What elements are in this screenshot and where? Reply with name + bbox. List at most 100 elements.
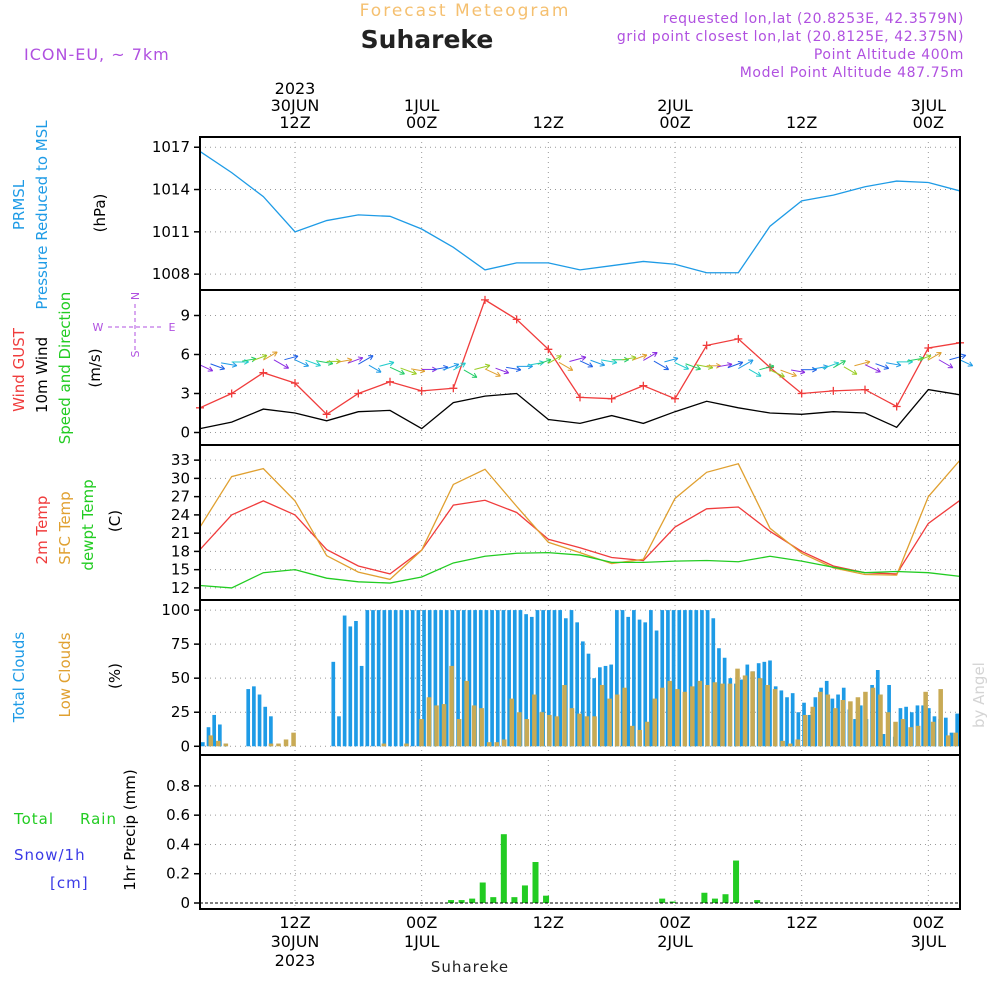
wind-arrow-shaft bbox=[442, 363, 459, 371]
low-cloud-bar bbox=[607, 698, 612, 747]
total-cloud-bar bbox=[694, 610, 699, 747]
total-cloud-bar bbox=[739, 679, 744, 747]
low-cloud-bar bbox=[283, 739, 289, 747]
total-cloud-bar bbox=[201, 742, 205, 747]
low-cloud-bar bbox=[660, 687, 665, 747]
rain-bar bbox=[479, 882, 486, 903]
gust-marker bbox=[734, 334, 743, 343]
wind-direction-arrow bbox=[643, 351, 658, 361]
low-cloud-bar bbox=[742, 675, 748, 747]
wind-arrow-head bbox=[967, 361, 974, 367]
low-cloud-bar bbox=[802, 714, 808, 747]
total-cloud-bar bbox=[569, 610, 574, 747]
wind-arrow-head bbox=[768, 364, 775, 370]
p5-label-rain: Rain bbox=[80, 810, 117, 828]
footer-location: Suhareke bbox=[431, 958, 509, 976]
bottom-axis-label: 12Z bbox=[279, 913, 310, 932]
wind-arrow-shaft bbox=[717, 363, 733, 368]
wind-arrow-head bbox=[925, 354, 932, 360]
wind-arrow-head bbox=[411, 369, 417, 376]
total-cloud-bar bbox=[717, 648, 721, 747]
low-cloud-bar bbox=[539, 712, 545, 747]
total-cloud-bar bbox=[263, 706, 268, 747]
low-cloud-bar bbox=[818, 691, 823, 747]
y-tick-label: 1014 bbox=[152, 181, 190, 199]
low-cloud-bar bbox=[953, 732, 958, 747]
wind-arrow-shaft bbox=[696, 364, 713, 369]
total-cloud-bar bbox=[581, 641, 585, 747]
wind-arrow-shaft bbox=[949, 354, 966, 361]
wind-arrow-head bbox=[503, 368, 510, 375]
total-cloud-bar bbox=[552, 610, 557, 747]
wind-arrow-head bbox=[895, 361, 902, 368]
wind-direction-arrow bbox=[400, 367, 417, 376]
top-axis-label: 12Z bbox=[533, 113, 564, 132]
wind-direction-arrow bbox=[685, 363, 701, 371]
total-cloud-bar bbox=[779, 690, 784, 747]
wind-direction-arrow bbox=[949, 353, 967, 361]
wind-arrow-shaft bbox=[484, 368, 501, 377]
p2-label-gust: Wind GUST bbox=[10, 327, 28, 412]
total-cloud-bar bbox=[269, 716, 273, 747]
wind-arrow-shaft bbox=[843, 366, 858, 375]
wind-direction-arrow bbox=[379, 360, 395, 367]
y-tick-label: 0.8 bbox=[166, 777, 190, 795]
wind-arrow-shaft bbox=[210, 363, 225, 370]
gust-marker bbox=[829, 386, 838, 395]
low-cloud-bar bbox=[900, 719, 906, 747]
wind-arrow-shaft bbox=[590, 359, 605, 366]
wind-arrow-shaft bbox=[432, 366, 449, 371]
wind-arrow-head bbox=[484, 363, 491, 370]
rain-bar bbox=[733, 860, 740, 903]
total-cloud-bar bbox=[535, 610, 540, 747]
low-cloud-bar bbox=[690, 686, 695, 747]
bottom-axis-label: 1JUL bbox=[404, 932, 440, 951]
rain-bar bbox=[659, 898, 666, 903]
wind-direction-arrow bbox=[653, 360, 670, 371]
low-cloud-bar bbox=[652, 698, 658, 747]
wind-direction-arrow bbox=[305, 359, 321, 367]
panel-5: 0 0.2 0.4 0.6 0.8 bbox=[166, 754, 961, 912]
rain-bar bbox=[511, 897, 518, 903]
wind-arrow-shaft bbox=[558, 361, 573, 371]
wind-arrow-head bbox=[883, 364, 890, 370]
wind-direction-arrow bbox=[875, 363, 890, 370]
wind-direction-arrow bbox=[928, 351, 942, 361]
panel-2: 0 3 6 9 bbox=[180, 289, 974, 446]
info-line-2: grid point closest lon,lat (20.8125E, 42… bbox=[617, 29, 964, 45]
wind-arrow-shaft bbox=[199, 364, 213, 372]
wind-direction-arrow bbox=[484, 368, 501, 377]
wind-direction-arrow bbox=[864, 364, 881, 373]
wind-arrow-shaft bbox=[506, 366, 521, 371]
total-cloud-bar bbox=[478, 610, 483, 747]
p2-label-wind: 10m Wind bbox=[33, 337, 51, 413]
p2-label-speed: Speed and Direction bbox=[56, 292, 74, 445]
wind-arrow-head bbox=[875, 367, 881, 373]
total-cloud-bar bbox=[683, 610, 687, 747]
p2-unit: (m/s) bbox=[86, 348, 104, 387]
total-cloud-bar bbox=[626, 616, 631, 747]
wind-arrow-shaft bbox=[907, 357, 925, 362]
total-cloud-bar bbox=[671, 610, 676, 747]
low-cloud-bar bbox=[878, 694, 883, 747]
wind-arrow-shaft bbox=[938, 359, 953, 369]
low-cloud-bar bbox=[885, 712, 891, 747]
low-cloud-bar bbox=[449, 665, 454, 747]
wind-arrow-head bbox=[315, 361, 321, 367]
total-cloud-bar bbox=[365, 610, 370, 747]
wind-arrow-shaft bbox=[653, 360, 669, 371]
rain-bar bbox=[722, 894, 729, 903]
low-cloud-bar bbox=[532, 694, 537, 747]
p1-label-pressure: Pressure Reduced to MSL bbox=[33, 120, 51, 310]
y-tick-label: 15 bbox=[171, 561, 190, 579]
total-cloud-bar bbox=[643, 622, 648, 747]
wind-direction-arrow bbox=[442, 363, 460, 371]
wind-arrow-shaft bbox=[685, 363, 701, 370]
low-cloud-bar bbox=[584, 716, 590, 747]
low-cloud-bar bbox=[614, 694, 620, 747]
wind-direction-arrow bbox=[854, 359, 871, 367]
y-tick-label: 0 bbox=[180, 424, 190, 442]
